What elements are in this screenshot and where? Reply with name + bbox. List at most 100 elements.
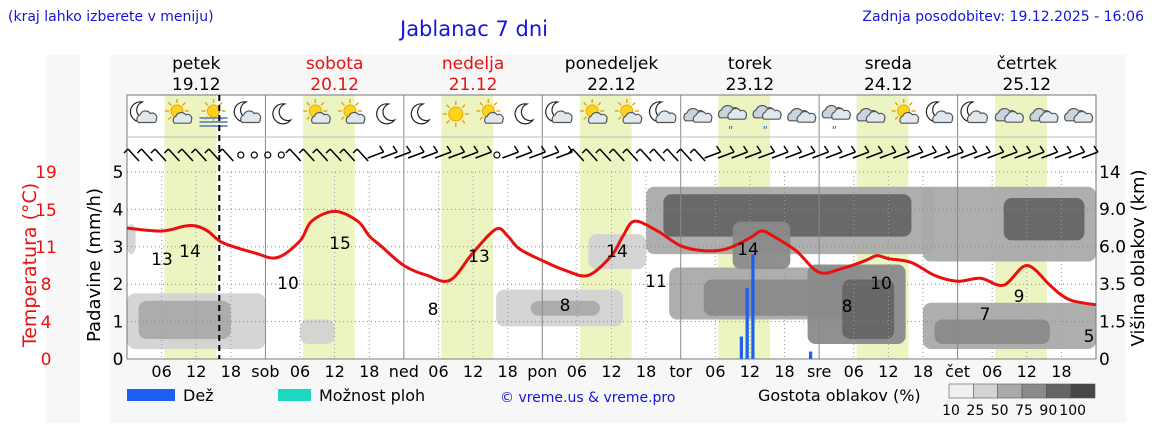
moon-cloud-icon [233, 101, 262, 124]
time-tick: 18 [774, 362, 794, 381]
time-tick: 06 [844, 362, 864, 381]
sun-cloud-icon [580, 99, 608, 124]
temperature-tick: 4 [41, 313, 52, 333]
wind-barb [973, 145, 991, 159]
cloud-height-tick: 14 [1099, 163, 1121, 183]
moon-cloud-icon [648, 101, 677, 124]
grid-lines [126, 94, 1097, 360]
cloud-density-legend-title: Gostota oblakov (%) [758, 386, 921, 405]
day-date: 24.12 [864, 75, 913, 95]
wind-barb [434, 145, 452, 159]
time-tick: 12 [1017, 362, 1037, 381]
temperature-label: 8 [842, 297, 853, 317]
cloud-height-axis-label: Višina oblakov (km) [1128, 169, 1149, 346]
wind-barb [177, 148, 194, 162]
cloud-block [588, 234, 647, 270]
wind-barb [298, 148, 315, 162]
time-tick: 06 [567, 362, 587, 381]
storm-legend-swatch [278, 389, 311, 401]
cloud-block [842, 279, 895, 339]
time-tick: 18 [1051, 362, 1071, 381]
wind-barb [285, 148, 302, 162]
temperature-label: 10 [277, 274, 299, 294]
cloud-drizzle-icon: ʺ [821, 104, 851, 139]
temperature-label: 9 [1014, 287, 1025, 307]
credit-link[interactable]: © vreme.us & vreme.pro [500, 390, 675, 406]
wind-barb [812, 145, 830, 159]
time-tick: 18 [913, 362, 933, 381]
wind-barb [493, 151, 501, 159]
day-name: ponedeljek [565, 54, 659, 74]
moon-cloud-icon [129, 101, 158, 124]
wind-barb [568, 148, 585, 162]
precipitation-bars [739, 254, 813, 359]
wind-barb [852, 145, 870, 159]
sun-cloud-icon [891, 99, 920, 124]
temperature-label: 15 [329, 234, 351, 254]
plot-frame [126, 94, 1097, 360]
time-tick: 06 [982, 362, 1002, 381]
wind-barb [339, 148, 356, 162]
cloud-icon [683, 107, 713, 123]
time-tick: tor [669, 362, 692, 381]
temperature-label: 13 [151, 250, 173, 270]
cloud-layers [127, 186, 1096, 349]
precipitation-tick: 0 [113, 350, 124, 370]
time-tick: 06 [428, 362, 448, 381]
cloud-icon [994, 107, 1024, 123]
wind-barb [1068, 145, 1086, 159]
precipitation-axis-ticks: 5 4 3 2 1 0 [113, 163, 124, 370]
cloud-icon [1064, 107, 1094, 123]
temperature-tick: 0 [41, 350, 52, 370]
wind-barb [380, 145, 398, 159]
wind-barb [264, 151, 272, 159]
svg-text:ʺ: ʺ [762, 125, 768, 139]
time-tick: 12 [463, 362, 483, 381]
sun-cloud-icon [614, 99, 643, 124]
temperature-label: 14 [179, 242, 201, 262]
wind-barb [946, 145, 964, 159]
day-name: torek [728, 54, 772, 74]
wind-barb [312, 148, 329, 162]
wind-barb [475, 145, 493, 159]
time-tick: 12 [324, 362, 344, 381]
density-tick: 100 [1059, 403, 1086, 419]
temperature-label: 14 [737, 240, 759, 260]
density-tick: 10 [942, 403, 960, 419]
wind-barb [717, 145, 735, 159]
sun-icon [442, 101, 469, 127]
temperature-label: 13 [468, 247, 490, 267]
wind-barb [581, 148, 598, 162]
sun-cloud-icon [337, 99, 366, 124]
temperature-tick: 8 [41, 275, 52, 295]
moon-icon [410, 103, 431, 125]
time-tick: 12 [186, 362, 206, 381]
wind-barb [676, 148, 693, 162]
cloud-block [530, 300, 600, 316]
storm-legend-label: Možnost ploh [319, 386, 425, 405]
wind-barb [136, 148, 154, 162]
temperature-label: 14 [606, 242, 628, 262]
wind-barb [1081, 145, 1099, 159]
precipitation-tick: 4 [113, 200, 124, 220]
sun-cloud-icon [164, 99, 193, 124]
day-date: 22.12 [587, 75, 636, 95]
wind-barb [635, 148, 652, 162]
rain-bar [739, 336, 743, 359]
wind-barb [542, 145, 560, 159]
wind-barb [217, 148, 234, 162]
cloud-density-scale: 10 25 50 75 90 100 [942, 383, 1096, 419]
temperature-labels: 13 14 10 15 8 13 8 14 11 14 8 10 7 9 5 [151, 234, 1094, 347]
cloud-drizzle-icon: ʺ [752, 104, 782, 139]
wind-barb [1041, 145, 1059, 159]
time-tick: 06 [290, 362, 310, 381]
cloud-block [934, 319, 1050, 344]
wind-barb [515, 145, 533, 159]
rain-bar [751, 254, 755, 359]
rain-legend-swatch [127, 389, 175, 401]
density-swatch [997, 383, 1023, 399]
wind-barb [987, 145, 1005, 159]
wind-barb [744, 145, 762, 159]
